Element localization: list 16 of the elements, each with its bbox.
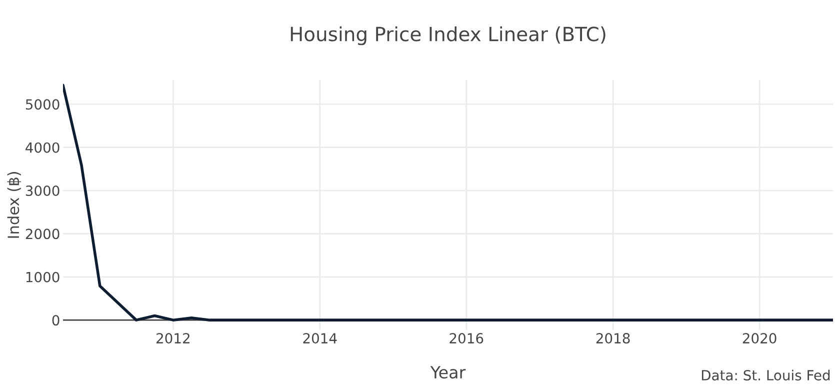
x-tick-label: 2014 xyxy=(303,333,337,344)
y-tick-label: 5000 xyxy=(26,99,60,110)
y-tick-label: 2000 xyxy=(26,228,60,240)
y-tick-label: 3000 xyxy=(26,186,60,196)
text: Data: St. Louis Fed xyxy=(702,370,830,380)
chart-title: Housing Price Index Linear (BTC) xyxy=(290,26,606,46)
y-tick-label: 4000 xyxy=(26,142,60,153)
x-tick-label: 2018 xyxy=(596,333,630,344)
x-tick-label: 2012 xyxy=(156,333,190,344)
line-series xyxy=(63,84,833,322)
x-axis-title: Year xyxy=(430,366,466,379)
y-tick-label: 1000 xyxy=(26,272,60,282)
x-tick-label: 2020 xyxy=(742,333,776,344)
y-tick-label: 0 xyxy=(52,315,60,326)
x-tick-label: 2016 xyxy=(450,333,484,344)
y-axis-title: Index (฿) xyxy=(7,172,22,238)
